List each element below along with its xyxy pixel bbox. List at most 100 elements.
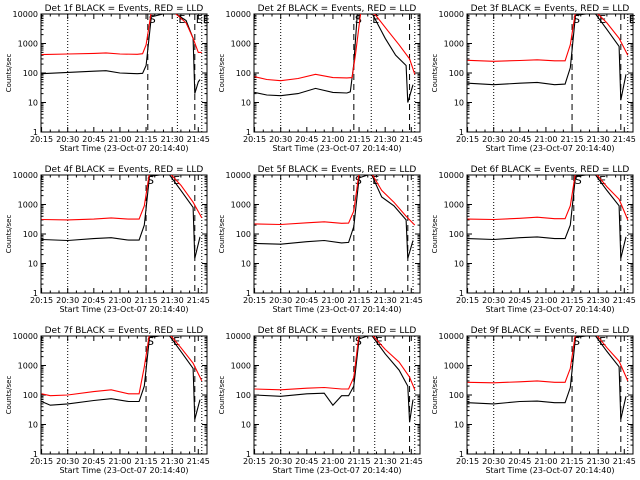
- y-tick-label: 10: [454, 260, 464, 269]
- x-tick-label: 21:00: [108, 296, 131, 305]
- y-tick-label: 1: [33, 128, 38, 137]
- x-tick-label: 20:45: [295, 457, 318, 466]
- series-line-lld: [254, 175, 416, 226]
- panel-title: Det 9f BLACK = Events, RED = LLD: [471, 326, 630, 336]
- y-tick-label: 10: [241, 421, 251, 430]
- y-tick-label: 1: [246, 289, 251, 298]
- panel-4: Det 4f BLACK = Events, RED = LLD 1 10 100 10…: [5, 165, 210, 314]
- marker-label: E: [629, 13, 636, 26]
- panel-9: Det 9f BLACK = Events, RED = LLD 1 10 100 10…: [431, 326, 636, 475]
- series-line-events: [41, 14, 201, 94]
- x-tick-label: 21:45: [613, 457, 636, 466]
- x-tick-label: 21:30: [161, 457, 184, 466]
- series-line-lld: [41, 14, 202, 56]
- x-tick-label: 20:45: [295, 135, 318, 144]
- series-line-events: [467, 175, 627, 259]
- y-tick-label: 1: [246, 450, 251, 459]
- y-tick-label: 10000: [439, 332, 464, 341]
- series-line-lld: [254, 14, 416, 82]
- series-line-lld: [467, 336, 629, 384]
- y-tick-label: 10: [28, 260, 38, 269]
- panel-7: Det 7f BLACK = Events, RED = LLD 1 10 100 10…: [5, 326, 210, 475]
- series-line-events: [41, 175, 201, 259]
- y-tick-label: 1000: [18, 201, 38, 210]
- y-axis-label: Counts/sec: [431, 215, 439, 254]
- y-tick-label: 1000: [444, 40, 464, 49]
- x-tick-label: 21:15: [135, 296, 158, 305]
- x-tick-label: 21:15: [348, 296, 371, 305]
- x-tick-label: 21:00: [534, 135, 557, 144]
- y-tick-label: 100: [23, 391, 38, 400]
- x-tick-label: 20:45: [508, 457, 531, 466]
- y-tick-label: 10: [241, 99, 251, 108]
- y-tick-label: 10: [28, 99, 38, 108]
- panel-title: Det 1f BLACK = Events, RED = LLD: [45, 4, 204, 14]
- y-axis-label: Counts/sec: [5, 215, 13, 254]
- y-axis-label: Counts/sec: [218, 215, 226, 254]
- x-tick-label: 21:45: [613, 296, 636, 305]
- panel-title: Det 5f BLACK = Events, RED = LLD: [258, 165, 417, 175]
- x-tick-label: 20:30: [269, 135, 292, 144]
- x-tick-label: 21:15: [135, 135, 158, 144]
- x-tick-label: 21:30: [587, 457, 610, 466]
- x-tick-label: 21:30: [374, 296, 397, 305]
- x-tick-label: 20:15: [456, 457, 479, 466]
- panel-title: Det 8f BLACK = Events, RED = LLD: [258, 326, 417, 336]
- y-tick-label: 1: [33, 450, 38, 459]
- x-tick-label: 20:15: [243, 296, 266, 305]
- y-tick-label: 1: [459, 450, 464, 459]
- x-tick-label: 21:45: [187, 457, 210, 466]
- x-tick-label: 20:45: [508, 135, 531, 144]
- x-tick-label: 21:15: [348, 135, 371, 144]
- series-line-lld: [41, 336, 203, 397]
- marker-label: S: [355, 13, 362, 26]
- y-axis-label: Counts/sec: [431, 376, 439, 415]
- x-tick-label: 20:30: [482, 296, 505, 305]
- marker-label: E: [599, 174, 606, 187]
- x-tick-label: 21:15: [561, 457, 584, 466]
- x-axis-label: Start Time (23-Oct-07 20:14:40): [272, 466, 401, 475]
- panel-8: Det 8f BLACK = Events, RED = LLD 1 10 100 10…: [218, 326, 423, 475]
- x-tick-label: 21:45: [400, 457, 423, 466]
- y-tick-label: 100: [236, 391, 251, 400]
- y-tick-label: 1000: [444, 362, 464, 371]
- x-tick-label: 21:00: [321, 135, 344, 144]
- x-tick-label: 21:00: [108, 457, 131, 466]
- x-axis-label: Start Time (23-Oct-07 20:14:40): [485, 305, 614, 314]
- y-tick-label: 10: [241, 260, 251, 269]
- x-tick-label: 21:15: [561, 135, 584, 144]
- x-axis-label: Start Time (23-Oct-07 20:14:40): [59, 144, 188, 153]
- x-tick-label: 20:45: [82, 296, 105, 305]
- x-axis-label: Start Time (23-Oct-07 20:14:40): [272, 144, 401, 153]
- x-tick-label: 21:45: [613, 135, 636, 144]
- x-tick-label: 20:45: [82, 135, 105, 144]
- x-tick-label: 20:45: [82, 457, 105, 466]
- x-tick-label: 21:15: [135, 457, 158, 466]
- y-tick-label: 1000: [231, 40, 251, 49]
- x-tick-label: 20:15: [30, 457, 53, 466]
- x-tick-label: 21:30: [374, 135, 397, 144]
- x-tick-label: 21:30: [374, 457, 397, 466]
- x-tick-label: 21:00: [108, 135, 131, 144]
- y-tick-label: 10000: [13, 332, 38, 341]
- x-tick-label: 21:45: [187, 296, 210, 305]
- x-axis-label: Start Time (23-Oct-07 20:14:40): [485, 144, 614, 153]
- x-tick-label: 21:30: [587, 135, 610, 144]
- y-axis-label: Counts/sec: [218, 54, 226, 93]
- marker-label: S: [573, 335, 580, 348]
- y-tick-label: 1: [33, 289, 38, 298]
- panel-5: Det 5f BLACK = Events, RED = LLD 1 10 100 10…: [218, 165, 423, 314]
- y-tick-label: 1000: [18, 40, 38, 49]
- y-tick-label: 1000: [18, 362, 38, 371]
- x-tick-label: 20:45: [508, 296, 531, 305]
- plot-frame: [253, 174, 421, 294]
- x-tick-label: 20:15: [30, 296, 53, 305]
- y-tick-label: 10000: [226, 10, 251, 19]
- x-tick-label: 20:15: [456, 135, 479, 144]
- panel-title: Det 2f BLACK = Events, RED = LLD: [258, 4, 417, 14]
- marker-label: S: [147, 174, 154, 187]
- marker-label: E: [173, 335, 180, 348]
- y-tick-label: 10: [454, 421, 464, 430]
- y-axis-label: Counts/sec: [431, 54, 439, 93]
